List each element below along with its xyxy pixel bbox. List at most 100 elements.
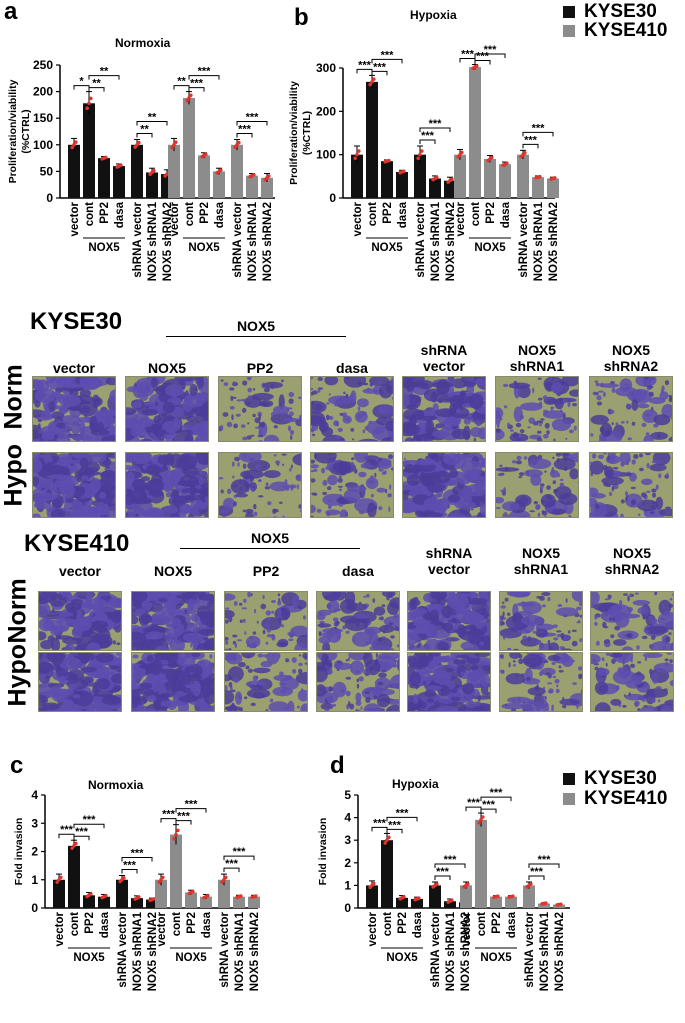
- category-label: vector: [169, 201, 181, 236]
- bar: [233, 896, 245, 908]
- legend-swatch-kyse410: [563, 793, 575, 805]
- data-point: [176, 828, 180, 833]
- bar: [198, 155, 210, 198]
- category-label: shRNA vector: [415, 201, 427, 277]
- category-label: shRNA vector: [430, 911, 442, 987]
- data-point: [152, 897, 156, 901]
- data-point: [450, 177, 454, 182]
- bar: [538, 903, 550, 908]
- chart-title: Normoxia: [115, 36, 171, 50]
- significance-bracket: [223, 867, 240, 873]
- y-tick-label: 0: [344, 901, 351, 915]
- significance-marker: ***: [185, 799, 199, 811]
- y-tick-label: 2: [344, 856, 351, 870]
- significance-bracket: [434, 863, 466, 869]
- bar: [185, 892, 197, 908]
- y-axis-label: Proliferation/viability: [288, 81, 300, 185]
- category-label: NOX5 shRNA1: [539, 911, 551, 991]
- category-label: dasa: [114, 201, 126, 228]
- bar: [213, 171, 225, 198]
- data-point: [89, 96, 93, 101]
- data-point: [137, 895, 141, 899]
- category-label: cont: [69, 912, 81, 936]
- invasion-image: [32, 452, 116, 518]
- category-label: NOX5 shRNA1: [132, 911, 144, 991]
- nox5-group-line: [180, 548, 360, 549]
- data-point: [370, 80, 374, 84]
- bar: [131, 144, 143, 198]
- invasion-image: [407, 652, 491, 712]
- bar: [366, 81, 378, 198]
- column-label: NOX5 shRNA2: [604, 545, 660, 577]
- data-point: [417, 896, 421, 901]
- data-point: [174, 140, 178, 144]
- significance-bracket: [136, 132, 153, 138]
- invasion-image: [38, 591, 122, 651]
- significance-marker: ***: [83, 814, 97, 826]
- bar: [499, 164, 511, 198]
- data-point: [402, 169, 406, 174]
- significance-marker: *: [79, 76, 84, 88]
- data-point: [187, 96, 191, 100]
- category-label: NOX5 shRNA1: [430, 201, 442, 281]
- nox5-group-label: NOX5: [480, 952, 512, 964]
- data-point: [357, 149, 361, 153]
- y-tick-label: 2: [31, 845, 38, 859]
- category-label: cont: [476, 912, 488, 936]
- category-label: cont: [367, 202, 379, 226]
- data-point: [87, 101, 91, 106]
- significance-marker: ***: [461, 49, 475, 61]
- category-label: cont: [171, 912, 183, 936]
- data-point: [481, 815, 485, 819]
- nox5-group-label: NOX5: [474, 242, 506, 254]
- significance-bracket: [223, 855, 255, 861]
- data-point: [523, 151, 527, 155]
- significance-marker: **: [177, 76, 186, 88]
- nox5-group-label: NOX5: [236, 318, 276, 334]
- significance-bracket: [419, 127, 451, 132]
- data-point: [553, 176, 557, 180]
- nox5-group-line: [166, 336, 346, 337]
- y-tick-label: 1: [344, 878, 351, 892]
- column-label: NOX5: [147, 360, 187, 376]
- data-point: [219, 168, 223, 172]
- data-point: [372, 881, 376, 886]
- data-point: [529, 882, 533, 886]
- significance-marker: ***: [75, 826, 89, 838]
- invasion-image: [316, 591, 400, 651]
- significance-bracket: [188, 75, 220, 80]
- invasion-image: [495, 376, 579, 442]
- bar: [83, 103, 95, 198]
- data-point: [119, 163, 123, 167]
- data-point: [204, 152, 208, 157]
- legend-swatch-kyse410: [563, 25, 575, 37]
- invasion-image: [316, 652, 400, 712]
- row-label-norm: Norm: [0, 364, 28, 430]
- category-label: NOX5 shRNA2: [249, 912, 261, 991]
- significance-marker: ***: [246, 111, 260, 123]
- column-label: vector: [58, 563, 102, 579]
- category-label: shRNA vector: [518, 201, 530, 277]
- invasion-image: [224, 652, 308, 712]
- invasion-image: [131, 652, 215, 712]
- significance-marker: ***: [238, 123, 252, 135]
- significance-marker: ***: [177, 811, 191, 823]
- bar: [460, 885, 472, 908]
- y-tick-label: 3: [344, 833, 351, 847]
- row-label-norm: Norm: [3, 578, 32, 644]
- category-label: dasa: [500, 201, 512, 228]
- legend-swatch-kyse30: [563, 6, 575, 18]
- invasion-image: [499, 591, 583, 651]
- bar: [517, 154, 529, 198]
- panel-letter-c: c: [10, 752, 24, 779]
- data-point: [418, 152, 422, 157]
- y-axis-label: Fold invasion: [13, 818, 25, 886]
- significance-bracket: [175, 808, 207, 813]
- category-label: shRNA vector: [117, 911, 129, 987]
- data-point: [72, 143, 76, 147]
- legend-label-kyse30: KYSE30: [584, 1, 657, 22]
- category-label: dasa: [99, 911, 111, 938]
- data-point: [191, 889, 195, 894]
- significance-marker: ***: [467, 797, 481, 809]
- nox5-group-label: NOX5: [386, 952, 418, 964]
